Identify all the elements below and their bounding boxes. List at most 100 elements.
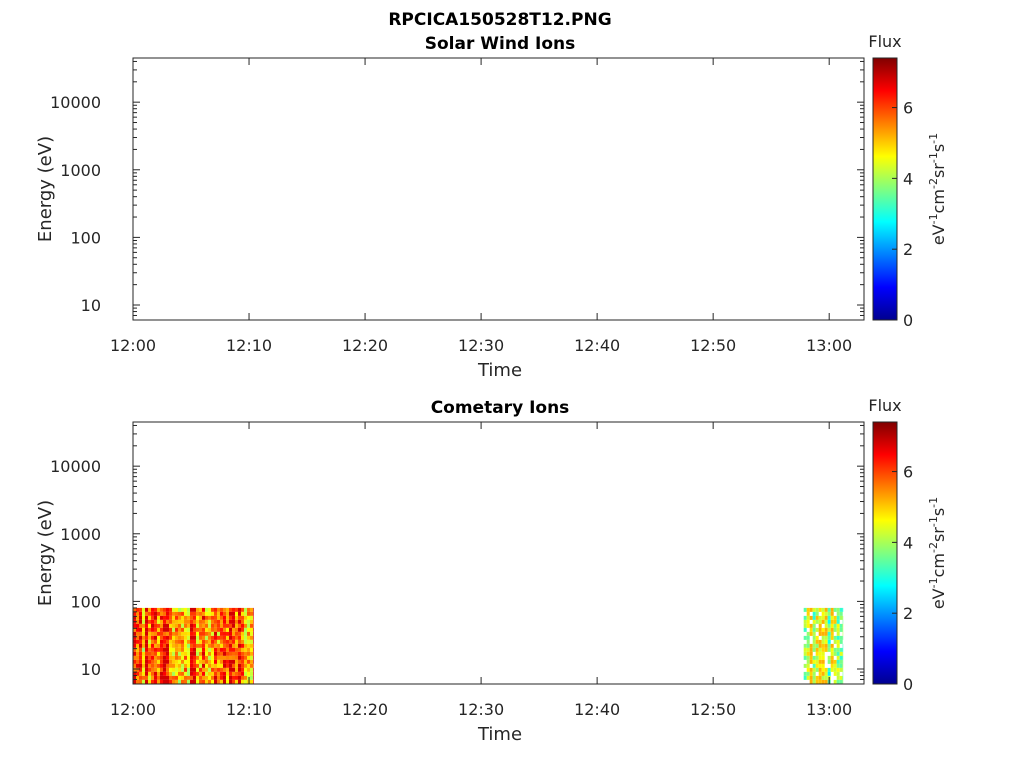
heatmap-cell <box>151 611 154 616</box>
colorbar-gradient <box>872 57 898 321</box>
heatmap-cell <box>142 635 145 640</box>
heatmap-cell <box>244 635 247 640</box>
heatmap-cell <box>220 651 223 656</box>
heatmap-cell <box>196 607 199 612</box>
unit-base: eV <box>929 224 948 245</box>
heatmap-cell <box>238 675 241 680</box>
heatmap-cell <box>148 667 151 672</box>
heatmap-cells <box>133 607 844 684</box>
heatmap-cell <box>830 651 834 656</box>
heatmap-cell <box>178 631 181 636</box>
x-tick-label: 12:50 <box>690 700 736 719</box>
heatmap-cell <box>139 627 142 632</box>
heatmap-cell <box>806 655 810 660</box>
heatmap-cell <box>217 623 220 628</box>
heatmap-cell <box>181 639 184 644</box>
heatmap-cell <box>184 679 187 684</box>
heatmap-cell <box>821 675 825 680</box>
unit-base: cm <box>929 189 948 213</box>
heatmap-cell <box>136 651 139 656</box>
heatmap-cell <box>827 627 831 632</box>
heatmap-cell <box>190 675 193 680</box>
heatmap-cell <box>803 643 807 648</box>
heatmap-cell <box>244 667 247 672</box>
heatmap-cell <box>178 635 181 640</box>
heatmap-cell <box>824 619 828 624</box>
heatmap-cell <box>812 623 816 628</box>
heatmap-cell <box>253 679 254 684</box>
heatmap-cell <box>818 627 822 632</box>
heatmap-cell <box>833 667 837 672</box>
panel-2: Cometary Ions 10 100 1000 10000 12:00 12:10 12:… <box>35 396 948 745</box>
heatmap-cell <box>815 667 819 672</box>
heatmap-cell <box>142 663 145 668</box>
heatmap-cell <box>806 667 810 672</box>
heatmap-cell <box>157 631 160 636</box>
heatmap-cell <box>220 671 223 676</box>
heatmap-cell <box>809 659 813 664</box>
heatmap-cell <box>803 671 807 676</box>
heatmap-cell <box>250 675 253 680</box>
heatmap-cell <box>190 647 193 652</box>
heatmap-cell <box>824 647 828 652</box>
heatmap-cell <box>241 631 244 636</box>
heatmap-cell <box>202 663 205 668</box>
x-tick-label: 12:20 <box>342 336 388 355</box>
heatmap-cell <box>250 615 253 620</box>
heatmap-cell <box>178 627 181 632</box>
heatmap-cell <box>253 627 254 632</box>
heatmap-cell <box>211 615 214 620</box>
heatmap-cell <box>133 627 136 632</box>
heatmap-cell <box>803 647 807 652</box>
heatmap-cell <box>836 675 840 680</box>
heatmap-cell <box>163 675 166 680</box>
heatmap-cell <box>250 663 253 668</box>
heatmap-cell <box>253 611 254 616</box>
x-tick-label: 12:50 <box>690 336 736 355</box>
heatmap-cell <box>247 631 250 636</box>
heatmap-cell <box>145 643 148 648</box>
heatmap-cell <box>247 627 250 632</box>
heatmap-cell <box>839 623 843 628</box>
heatmap-cell <box>148 663 151 668</box>
heatmap-cell <box>193 655 196 660</box>
heatmap-cell <box>211 671 214 676</box>
heatmap-cell <box>172 635 175 640</box>
heatmap-cell <box>175 675 178 680</box>
heatmap-cell <box>238 607 241 612</box>
heatmap-cell <box>184 639 187 644</box>
heatmap-cell <box>223 639 226 644</box>
heatmap-cell <box>205 667 208 672</box>
heatmap-cell <box>824 675 828 680</box>
heatmap-cell <box>187 619 190 624</box>
heatmap-cell <box>211 627 214 632</box>
colorbar-unit-label: eV-1cm-2sr-1s-1 <box>927 133 948 245</box>
x-tick-label: 12:10 <box>226 336 272 355</box>
heatmap-cell <box>842 675 844 680</box>
heatmap-cell <box>812 611 816 616</box>
heatmap-cell <box>214 643 217 648</box>
heatmap-cell <box>133 663 136 668</box>
heatmap-cell <box>175 627 178 632</box>
heatmap-cell <box>154 639 157 644</box>
heatmap-cell <box>133 607 136 612</box>
heatmap-cell <box>160 619 163 624</box>
heatmap-cell <box>226 655 229 660</box>
heatmap-cell <box>238 671 241 676</box>
heatmap-cell <box>839 627 843 632</box>
heatmap-cell <box>205 639 208 644</box>
heatmap-cell <box>154 659 157 664</box>
heatmap-cell <box>821 663 825 668</box>
heatmap-cell <box>253 623 254 628</box>
heatmap-cell <box>821 639 825 644</box>
heatmap-cell <box>199 631 202 636</box>
heatmap-cell <box>157 611 160 616</box>
heatmap-cell <box>250 607 253 612</box>
heatmap-cell <box>812 663 816 668</box>
heatmap-cell <box>818 619 822 624</box>
heatmap-cell <box>196 651 199 656</box>
heatmap-cell <box>827 667 831 672</box>
heatmap-cell <box>136 623 139 628</box>
heatmap-cell <box>205 675 208 680</box>
heatmap-cell <box>220 675 223 680</box>
